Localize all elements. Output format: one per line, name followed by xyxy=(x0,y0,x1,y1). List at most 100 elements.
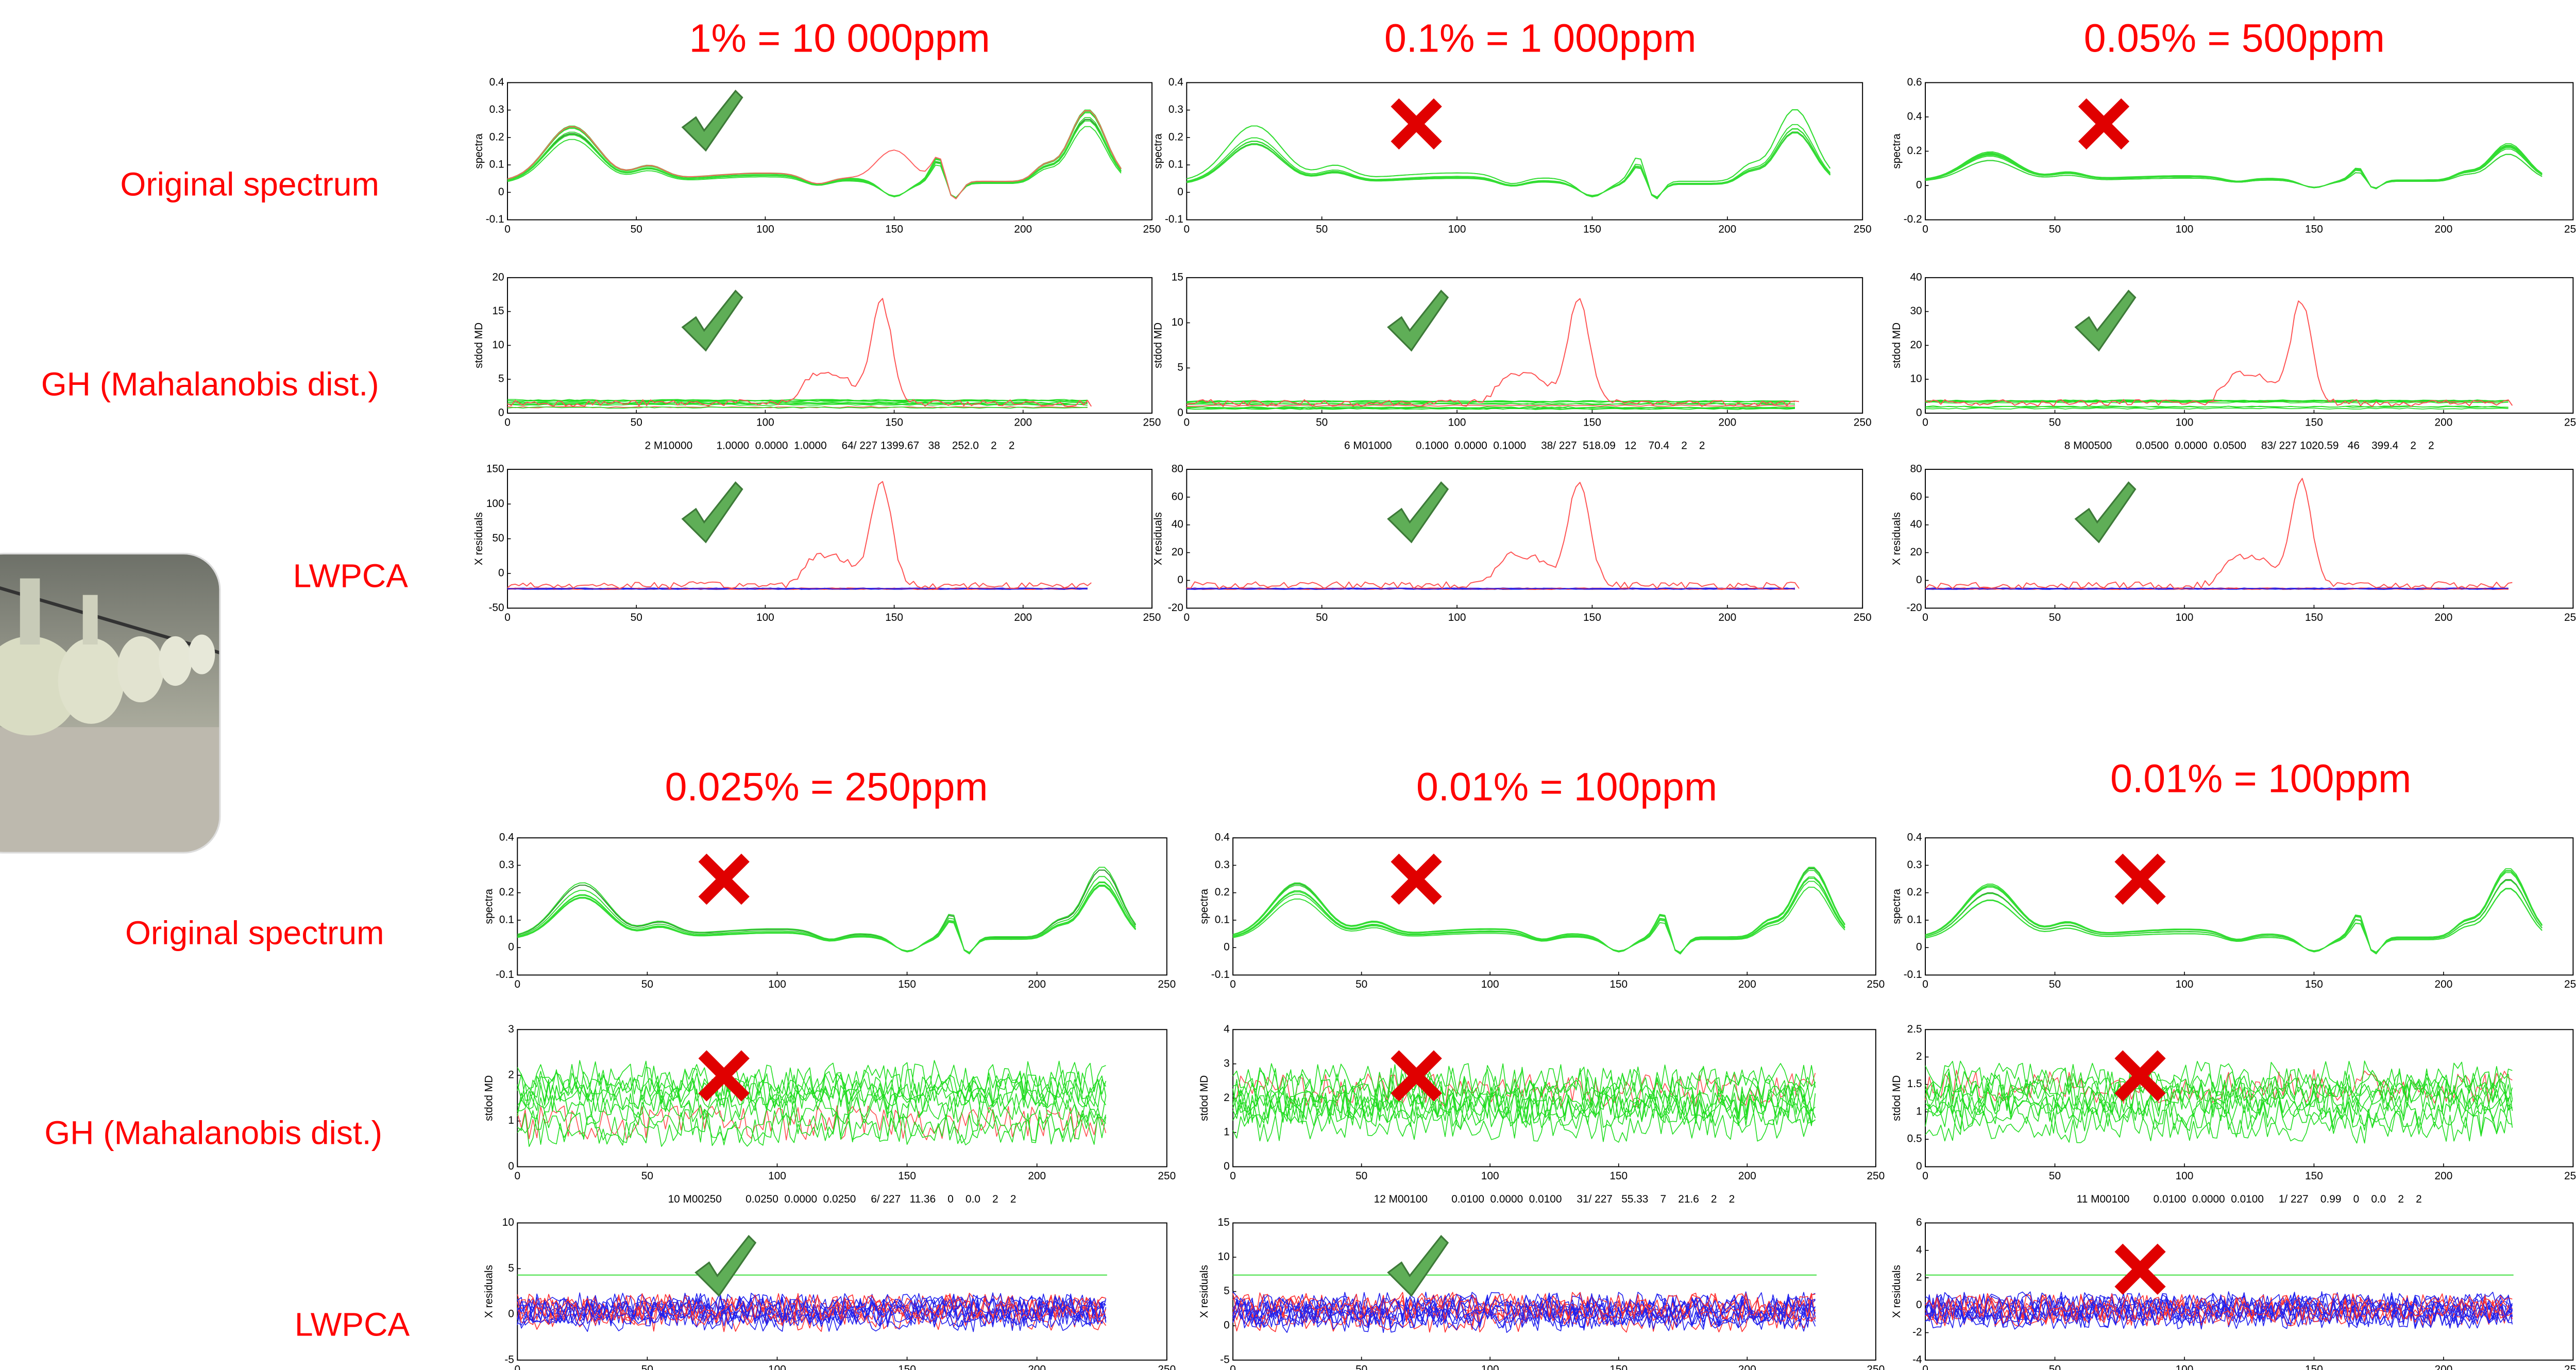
x-tick-label: 200 xyxy=(1028,1364,1046,1370)
y-tick-label: 0 xyxy=(1177,574,1183,586)
y-tick-label: -5 xyxy=(504,1354,514,1365)
x-tick-label: 100 xyxy=(1448,612,1466,623)
x-tick-label: 100 xyxy=(2176,223,2194,235)
y-tick-label: 20 xyxy=(1172,546,1183,558)
x-tick-label: 50 xyxy=(1316,223,1328,235)
y-tick-label: 0.1 xyxy=(1168,159,1183,171)
y-tick-label: 0 xyxy=(508,1308,514,1320)
x-tick-label: 50 xyxy=(2049,978,2061,990)
x-tick-label: 150 xyxy=(898,978,916,990)
run-caption: 11 M00100 0.0100 0.0000 0.0100 1/ 227 0.… xyxy=(2077,1193,2422,1205)
y-axis-label: X residuals xyxy=(1891,512,1903,565)
plot-panel: 050100150200250-0.100.10.20.30.4spectra xyxy=(1891,832,2576,990)
y-axis-label: spectra xyxy=(1198,889,1210,924)
y-tick-label: -0.1 xyxy=(1165,213,1183,225)
plot-frame xyxy=(1233,1223,1876,1360)
y-tick-label: 60 xyxy=(1910,491,1922,502)
plot-frame xyxy=(507,278,1152,413)
x-tick-label: 150 xyxy=(2305,1364,2323,1370)
y-tick-label: 0 xyxy=(498,186,504,198)
x-tick-label: 0 xyxy=(1922,1170,1928,1182)
y-tick-label: 0.1 xyxy=(499,914,514,925)
x-tick-label: 150 xyxy=(1583,417,1601,429)
x-tick-label: 50 xyxy=(1355,1364,1367,1370)
y-tick-label: 4 xyxy=(1916,1244,1922,1256)
plot-frame xyxy=(1187,278,1862,413)
x-tick-label: 0 xyxy=(1922,1364,1928,1370)
x-tick-label: 100 xyxy=(1481,1170,1499,1182)
y-tick-label: 0 xyxy=(1224,1320,1230,1331)
y-tick-label: 0.4 xyxy=(499,832,514,843)
y-tick-label: 0 xyxy=(1177,186,1183,198)
y-tick-label: -5 xyxy=(1220,1354,1230,1365)
x-tick-label: 150 xyxy=(2305,612,2323,623)
panel-title: 0.1% = 1 000ppm xyxy=(1384,16,1697,61)
flask-photo xyxy=(0,554,220,853)
y-tick-label: 50 xyxy=(492,532,504,544)
x-tick-label: 250 xyxy=(2564,1364,2576,1370)
plot-frame xyxy=(517,838,1167,975)
x-tick-label: 100 xyxy=(768,1170,786,1182)
y-tick-label: 0 xyxy=(1916,941,1922,953)
x-tick-label: 0 xyxy=(1184,223,1190,235)
y-tick-label: 10 xyxy=(502,1216,514,1228)
y-axis-label: stdod MD xyxy=(483,1075,495,1121)
x-tick-label: 150 xyxy=(885,612,903,623)
panel-title: 0.01% = 100ppm xyxy=(2110,756,2411,801)
y-tick-label: 0 xyxy=(508,941,514,953)
x-tick-label: 200 xyxy=(2435,978,2453,990)
y-tick-label: 0.4 xyxy=(1907,110,1922,122)
y-tick-label: 4 xyxy=(1224,1023,1230,1035)
x-tick-label: 0 xyxy=(1922,223,1928,235)
y-axis-label: X residuals xyxy=(473,512,485,565)
y-tick-label: -0.1 xyxy=(1211,969,1230,980)
plot-frame xyxy=(1925,1223,2573,1360)
y-tick-label: 1 xyxy=(1224,1126,1230,1138)
y-axis-label: X residuals xyxy=(1198,1265,1210,1318)
panel-title: 0.01% = 100ppm xyxy=(1416,765,1717,809)
x-tick-label: 200 xyxy=(2435,417,2453,429)
x-tick-label: 0 xyxy=(1230,978,1236,990)
plot-frame xyxy=(517,1223,1167,1360)
y-axis-label: stdod MD xyxy=(1891,1075,1903,1121)
y-axis-label: stdod MD xyxy=(473,323,485,368)
y-tick-label: 0.2 xyxy=(1215,886,1230,898)
x-tick-label: 150 xyxy=(898,1364,916,1370)
y-tick-label: 40 xyxy=(1172,518,1183,530)
y-tick-label: 0 xyxy=(508,1160,514,1172)
plot-panel: 050100150200250051015stdod MD6 M01000 0.… xyxy=(1152,271,1871,451)
x-tick-label: 0 xyxy=(514,1170,520,1182)
x-tick-label: 250 xyxy=(1854,223,1872,235)
y-tick-label: 0 xyxy=(498,407,504,418)
y-axis-label: X residuals xyxy=(1152,512,1164,565)
x-tick-label: 250 xyxy=(1867,978,1885,990)
y-tick-label: 3 xyxy=(1224,1057,1230,1069)
x-tick-label: 150 xyxy=(1609,1170,1628,1182)
y-tick-label: 2 xyxy=(1916,1272,1922,1283)
y-tick-label: 0 xyxy=(1224,941,1230,953)
y-tick-label: 30 xyxy=(1910,305,1922,317)
y-axis-label: spectra xyxy=(1891,889,1903,924)
plot-panel: 050100150200250-0.100.10.20.30.4spectra xyxy=(1152,76,1871,235)
y-tick-label: 20 xyxy=(492,271,504,283)
x-tick-label: 0 xyxy=(1922,612,1928,623)
row-label: Original spectrum xyxy=(125,914,384,951)
x-tick-label: 0 xyxy=(1922,417,1928,429)
x-tick-label: 200 xyxy=(2435,1170,2453,1182)
y-tick-label: 0.3 xyxy=(1907,859,1922,871)
x-tick-label: 200 xyxy=(1738,1364,1756,1370)
y-tick-label: 0.4 xyxy=(1215,832,1230,843)
x-tick-label: 100 xyxy=(768,978,786,990)
y-tick-label: 100 xyxy=(486,498,504,510)
row-label: GH (Mahalanobis dist.) xyxy=(41,365,379,402)
x-tick-label: 50 xyxy=(2049,417,2061,429)
x-tick-label: 100 xyxy=(1448,223,1466,235)
y-tick-label: 15 xyxy=(1172,271,1183,283)
y-tick-label: 15 xyxy=(1218,1216,1230,1228)
x-tick-label: 100 xyxy=(1481,978,1499,990)
x-tick-label: 250 xyxy=(1143,417,1161,429)
x-tick-label: 200 xyxy=(1014,223,1032,235)
